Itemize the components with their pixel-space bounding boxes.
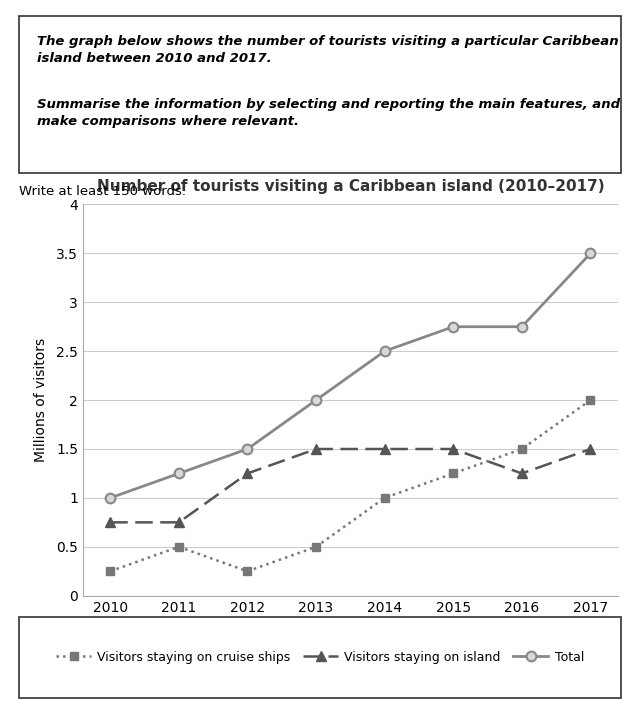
Text: Summarise the information by selecting and reporting the main features, and
make: Summarise the information by selecting a…	[37, 97, 620, 128]
FancyBboxPatch shape	[19, 16, 621, 173]
FancyBboxPatch shape	[19, 617, 621, 698]
Text: The graph below shows the number of tourists visiting a particular Caribbean
isl: The graph below shows the number of tour…	[37, 35, 619, 66]
Y-axis label: Millions of visitors: Millions of visitors	[34, 338, 48, 462]
Title: Number of tourists visiting a Caribbean island (2010–2017): Number of tourists visiting a Caribbean …	[97, 178, 604, 194]
Text: Write at least 150 words.: Write at least 150 words.	[19, 185, 186, 198]
Legend: Visitors staying on cruise ships, Visitors staying on island, Total: Visitors staying on cruise ships, Visito…	[51, 646, 589, 669]
